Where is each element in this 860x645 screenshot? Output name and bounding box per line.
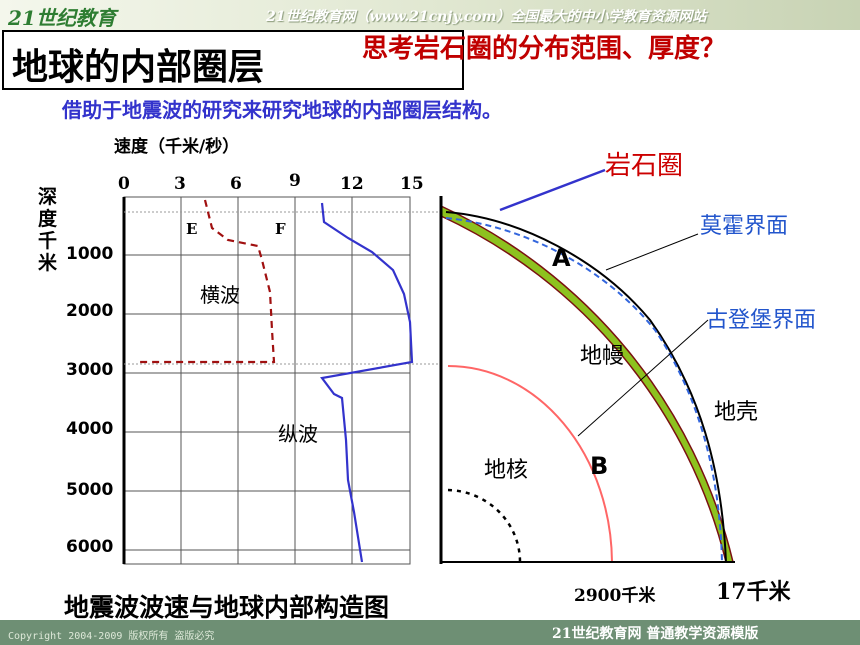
depth-tick-3000: 3000 bbox=[66, 360, 114, 380]
pressure-wave-curve bbox=[320, 202, 414, 563]
lithosphere-label: 岩石圈 bbox=[605, 151, 684, 181]
wave-f-label: F bbox=[275, 220, 286, 238]
earth-section bbox=[439, 196, 735, 564]
footer-brand: 21世纪教育网 普通教学资源模版 bbox=[552, 626, 759, 642]
title-box: 地球的内部圈层 bbox=[2, 30, 464, 90]
subtitle-text: 借助于地震波的研究来研究地球的内部圈层结构。 bbox=[62, 98, 502, 122]
inner-core-boundary bbox=[447, 488, 522, 563]
lithosphere-pointer bbox=[499, 168, 606, 212]
pressure-wave-label: 纵波 bbox=[278, 422, 318, 446]
speed-tick-3: 3 bbox=[174, 174, 186, 194]
shear-wave-curve bbox=[140, 199, 276, 364]
speed-tick-6: 6 bbox=[230, 174, 242, 194]
question-text: 思考岩石圈的分布范围、厚度？ bbox=[362, 34, 727, 64]
site-banner: 21世纪教育网（www.21cnjy.com）全国最大的中小学教育资源网站 bbox=[266, 9, 707, 25]
mantle-label: 地幔 bbox=[580, 344, 625, 369]
point-a-label: A bbox=[552, 244, 571, 272]
crust-band bbox=[440, 204, 734, 563]
speed-tick-9: 9 bbox=[289, 171, 301, 191]
moho-pointer bbox=[605, 233, 699, 271]
point-b-label: B bbox=[590, 452, 609, 480]
gutenberg-pointer bbox=[577, 319, 709, 437]
depth-tick-6000: 6000 bbox=[66, 537, 114, 557]
graph-grid bbox=[123, 196, 411, 565]
shear-wave-label: 横波 bbox=[200, 283, 240, 307]
depth-axis-label: 深度千米 bbox=[38, 186, 58, 274]
crust-label: 地壳 bbox=[714, 400, 759, 425]
depth-tick-1000: 1000 bbox=[66, 244, 114, 264]
logo-text: 21世纪教育 bbox=[8, 6, 116, 30]
depth-17-label: 17千米 bbox=[716, 579, 791, 605]
speed-tick-0: 0 bbox=[118, 174, 130, 194]
speed-tick-15: 15 bbox=[400, 174, 424, 194]
footer-bar bbox=[0, 620, 860, 645]
moho-label: 莫霍界面 bbox=[700, 214, 789, 239]
core-label: 地核 bbox=[484, 458, 529, 483]
header-bar bbox=[0, 0, 860, 30]
depth-2900-label: 2900千米 bbox=[574, 586, 656, 606]
copyright-text: Copyright 2004-2009 版权所有 盗版必究 bbox=[8, 631, 215, 642]
depth-tick-4000: 4000 bbox=[66, 419, 114, 439]
core-boundary bbox=[447, 365, 613, 563]
gutenberg-label: 古登堡界面 bbox=[706, 308, 817, 333]
earth-surface-line bbox=[445, 211, 727, 563]
wave-e-label: E bbox=[186, 220, 198, 238]
figure-caption: 地震波波速与地球内部构造图 bbox=[64, 593, 390, 622]
depth-tick-5000: 5000 bbox=[66, 480, 114, 500]
speed-axis-label: 速度（千米/秒） bbox=[114, 137, 240, 157]
depth-tick-2000: 2000 bbox=[66, 301, 114, 321]
speed-tick-12: 12 bbox=[340, 174, 364, 194]
moho-boundary bbox=[445, 217, 723, 563]
page-title: 地球的内部圈层 bbox=[12, 47, 265, 88]
graph-frame bbox=[123, 196, 411, 565]
site-logo: 21世纪教育 bbox=[8, 2, 116, 31]
